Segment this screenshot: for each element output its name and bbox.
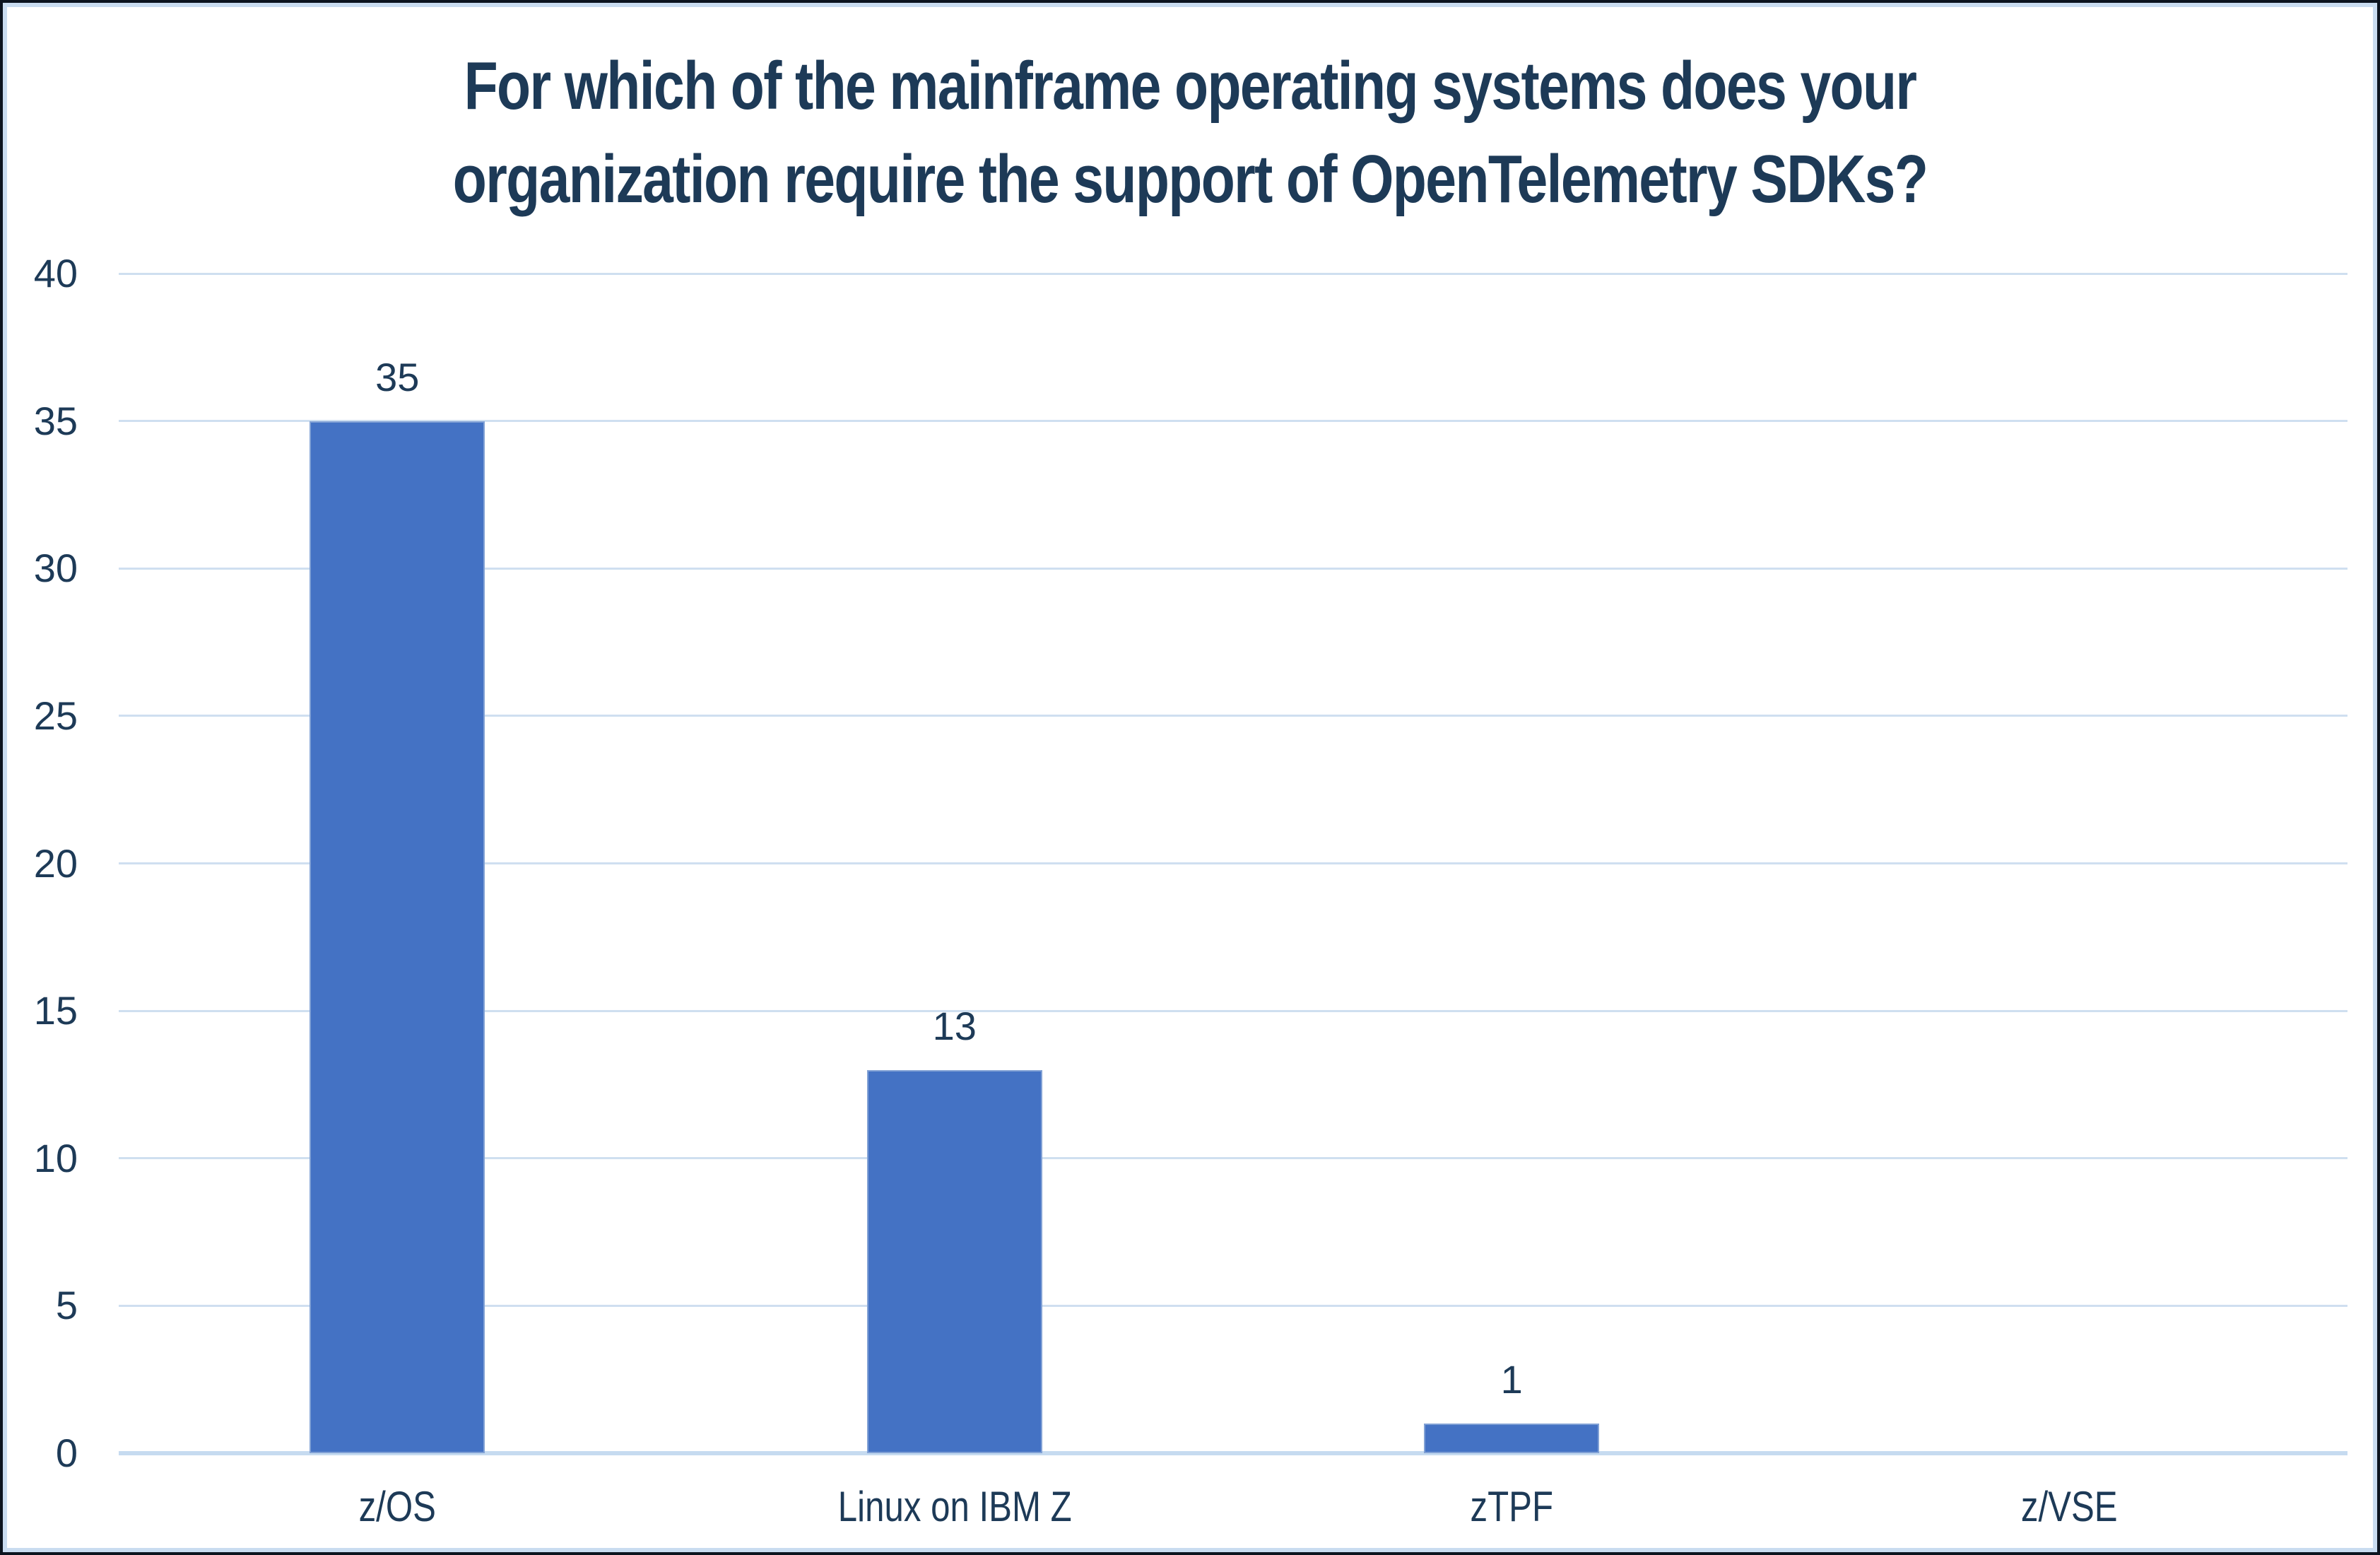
- y-tick-label-10: 10: [33, 1135, 78, 1180]
- chart-plot-border: For which of the mainframe operating sys…: [3, 3, 2377, 1552]
- y-tick-label-0: 0: [55, 1431, 78, 1475]
- x-tick-label-ztpf: zTPF: [1470, 1483, 1554, 1530]
- y-tick-label-25: 25: [33, 693, 78, 738]
- x-tick-label-z-os: z/OS: [358, 1483, 436, 1530]
- y-tick-label-20: 20: [33, 840, 78, 886]
- data-label-z-os: 35: [375, 354, 420, 399]
- gridline-30: [119, 567, 2347, 570]
- x-tick-label-z-vse: z/VSE: [2020, 1483, 2118, 1530]
- gridline-10: [119, 1157, 2347, 1160]
- y-tick-label-15: 15: [33, 988, 78, 1033]
- chart-title-line-1: For which of the mainframe operating sys…: [464, 48, 1917, 124]
- gridline-25: [119, 715, 2347, 717]
- y-tick-label-5: 5: [55, 1283, 78, 1328]
- y-tick-label-30: 30: [33, 546, 78, 591]
- gridline-40: [119, 272, 2347, 275]
- bar-ztpf: [1424, 1424, 1600, 1453]
- y-tick-label-40: 40: [33, 251, 78, 295]
- chart-title-line-2: organization require the support of Open…: [452, 141, 1928, 217]
- data-label-linux-on-ibm-z: 13: [932, 1003, 977, 1048]
- gridline-20: [119, 862, 2347, 864]
- bar-z-os: [310, 421, 485, 1453]
- x-tick-label-linux-on-ibm-z: Linux on IBM Z: [837, 1483, 1072, 1530]
- plot-area: [119, 272, 2347, 1455]
- bar-linux-on-ibm-z: [866, 1069, 1042, 1453]
- gridline-15: [119, 1009, 2347, 1012]
- y-tick-label-35: 35: [33, 398, 78, 443]
- chart-title: For which of the mainframe operating sys…: [7, 40, 2373, 226]
- x-axis-line: [119, 1451, 2347, 1455]
- data-label-ztpf: 1: [1500, 1357, 1523, 1402]
- gridline-5: [119, 1304, 2347, 1307]
- gridline-35: [119, 420, 2347, 423]
